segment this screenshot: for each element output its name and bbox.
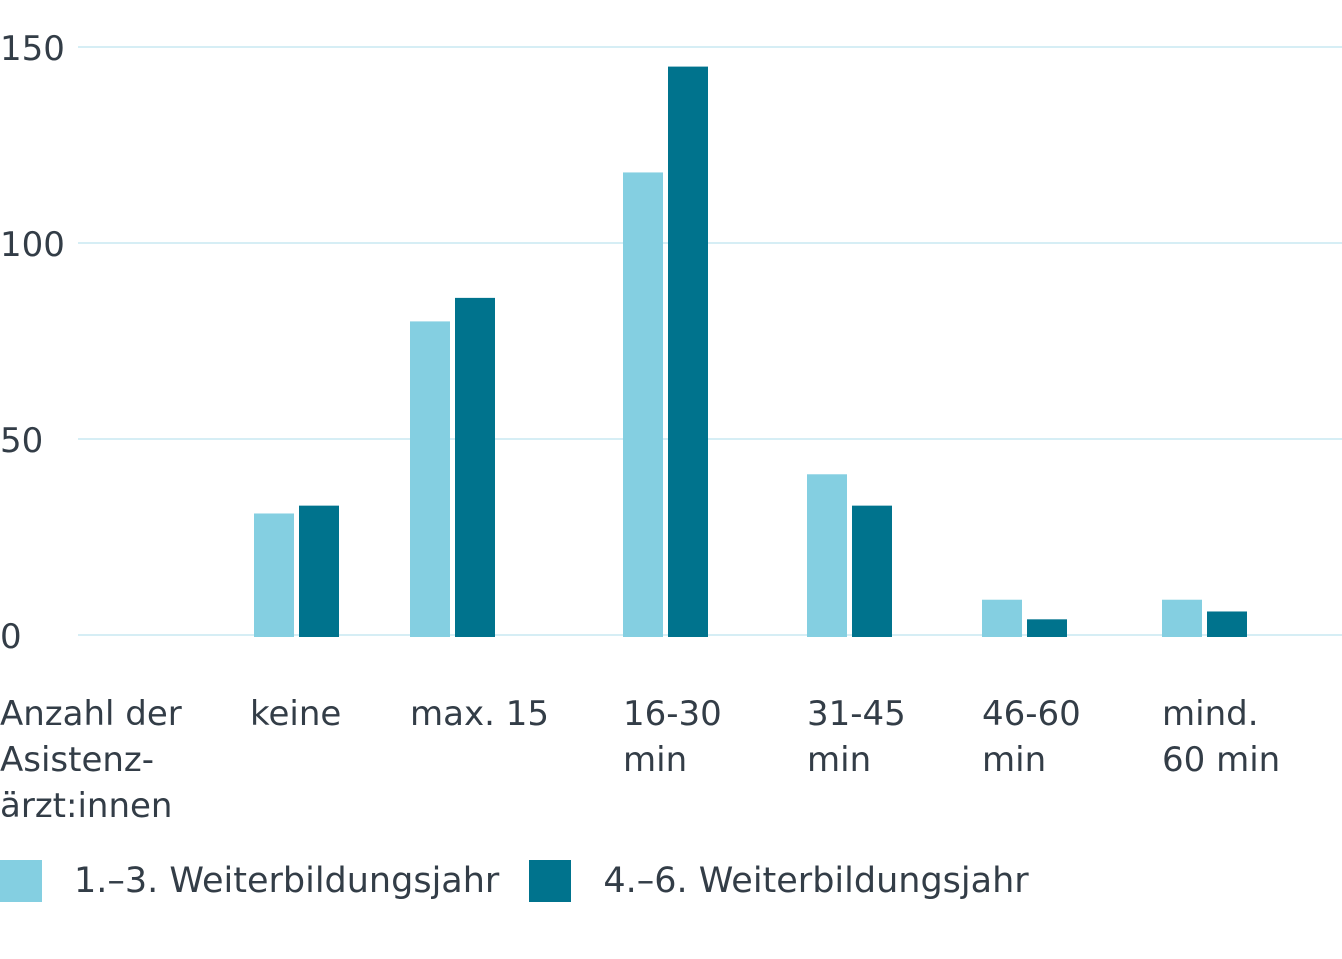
bar-series-1-1 xyxy=(410,321,450,637)
bar-series-1-3 xyxy=(807,474,847,637)
bar-series-2-0 xyxy=(299,505,339,637)
legend-item-series-1: 1.–3. Weiterbildungsjahr xyxy=(0,860,529,902)
legend-swatch-series-1 xyxy=(0,860,42,902)
y-tick-label: 150 xyxy=(0,29,65,69)
y-tick-label: 100 xyxy=(0,225,65,265)
legend: 1.–3. Weiterbildungsjahr 4.–6. Weiterbil… xyxy=(0,858,1059,904)
bar-series-2-3 xyxy=(852,505,892,637)
x-axis-category-labels: keine max. 15 16-30 min 31-45 min 46-60 min mind… xyxy=(250,694,1280,780)
bar-series-2-4 xyxy=(1027,619,1067,637)
bar-series-1-5 xyxy=(1162,599,1202,637)
y-axis-ticks: 0 50 100 150 xyxy=(0,29,65,657)
legend-label-series-1: 1.–3. Weiterbildungsjahr xyxy=(74,861,500,901)
bar-series-2-5 xyxy=(1207,611,1247,637)
gridlines xyxy=(78,46,1342,636)
bar-series-1-2 xyxy=(623,172,663,637)
bar-series-2-1 xyxy=(455,297,495,637)
x-category-label: 46-60 min xyxy=(982,694,1081,780)
bars xyxy=(254,66,1247,638)
legend-swatch-series-2 xyxy=(529,860,572,902)
x-category-label: keine xyxy=(250,694,341,734)
y-tick-label: 50 xyxy=(0,421,43,461)
y-axis-title: Anzahl der Asistenz-ärzt:innen xyxy=(0,694,182,826)
bar-series-2-2 xyxy=(668,66,708,638)
x-category-label: 16-30 min xyxy=(623,694,722,780)
bar-series-1-4 xyxy=(982,599,1022,637)
bar-series-1-0 xyxy=(254,513,294,637)
legend-label-series-2: 4.–6. Weiterbildungsjahr xyxy=(603,861,1029,901)
y-tick-label: 0 xyxy=(0,617,22,657)
x-category-label: 31-45 min xyxy=(807,694,906,780)
x-category-label: max. 15 xyxy=(410,694,549,734)
x-category-label: mind. 60 min xyxy=(1162,694,1280,780)
legend-item-series-2: 4.–6. Weiterbildungsjahr xyxy=(529,860,1058,902)
